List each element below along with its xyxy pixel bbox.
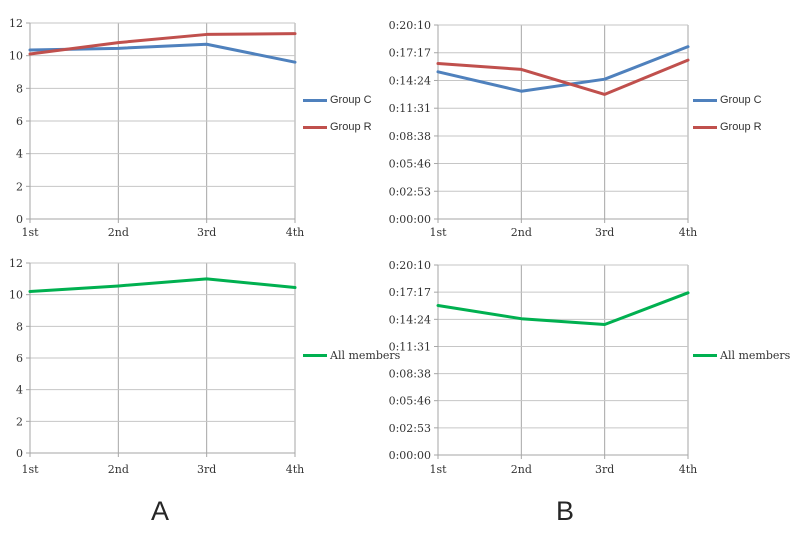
- y-tick-label: 2: [16, 415, 23, 428]
- y-tick-label: 6: [16, 115, 23, 128]
- chart-panel-b-all: 0:00:00 0:02:53 0:05:46 0:08:38 0:11:31 0:14:…: [389, 259, 698, 476]
- y-tick-label: 6: [16, 352, 23, 365]
- x-tick-label: 3rd: [595, 463, 614, 476]
- chart-panel-a-all: 0 2 4 6 8 10 12 1st 2nd 3rd 4th: [9, 257, 304, 476]
- x-tick-label: 4th: [286, 226, 305, 239]
- y-tick-label: 0:20:10: [389, 259, 431, 272]
- legend-line-marker: [303, 98, 327, 102]
- y-tick-label: 0:17:17: [389, 47, 431, 60]
- x-tick-label: 2nd: [108, 463, 129, 476]
- y-tick-label: 0: [16, 213, 23, 226]
- series-line-group-c: [436, 45, 690, 93]
- legend-label: Group C: [330, 94, 372, 106]
- legend-label: All members: [330, 348, 401, 362]
- legend-label: All members: [720, 348, 791, 362]
- y-tick-label: 0:11:31: [389, 102, 431, 115]
- chart-panel-a-groups: 0 2 4 6 8 10 12 1st 2nd 3rd 4th: [9, 17, 304, 239]
- y-tick-label: 8: [16, 320, 23, 333]
- legend-item-group-r: Group R: [303, 120, 372, 134]
- x-tick-label: 2nd: [511, 226, 532, 239]
- y-tick-label: 0: [16, 447, 23, 460]
- y-tick-label: 0:00:00: [389, 449, 431, 462]
- y-tick-label: 0:00:00: [389, 213, 431, 226]
- y-tick-label: 4: [16, 148, 23, 161]
- legend-top-left: Group C Group R: [303, 93, 372, 147]
- y-tick-label: 4: [16, 384, 23, 397]
- x-tick-label: 3rd: [595, 226, 614, 239]
- series-line-all-members: [28, 277, 297, 293]
- y-tick-label: 0:17:17: [389, 286, 431, 299]
- y-tick-label: 2: [16, 180, 23, 193]
- legend-line-marker: [303, 125, 327, 129]
- chart-panel-b-groups: 0:00:00 0:02:53 0:05:46 0:08:38 0:11:31 0:14:…: [389, 19, 698, 239]
- legend-item-all-members: All members: [693, 348, 790, 362]
- panel-label-b: B: [555, 496, 574, 526]
- series-line-group-r: [28, 32, 297, 56]
- y-tick-label: 0:05:46: [389, 158, 431, 171]
- legend-bottom-left: All members: [303, 348, 400, 375]
- x-tick-label: 3rd: [197, 226, 216, 239]
- x-tick-label: 4th: [679, 463, 698, 476]
- legend-item-group-c: Group C: [693, 93, 762, 107]
- legend-label: Group R: [720, 121, 762, 133]
- legend-label: Group R: [330, 121, 372, 133]
- y-tick-label: 0:05:46: [389, 395, 431, 408]
- legend-bottom-right: All members: [693, 348, 790, 375]
- y-tick-label: 0:08:38: [389, 368, 431, 381]
- series-line-group-c: [28, 42, 297, 64]
- legend-label: Group C: [720, 94, 762, 106]
- x-tick-label: 4th: [286, 463, 305, 476]
- legend-item-group-c: Group C: [303, 93, 372, 107]
- y-tick-label: 0:02:53: [389, 422, 431, 435]
- legend-item-group-r: Group R: [693, 120, 762, 134]
- y-tick-label: 0:02:53: [389, 185, 431, 198]
- y-tick-label: 12: [9, 257, 23, 270]
- legend-line-marker: [693, 98, 717, 102]
- y-tick-label: 10: [9, 50, 23, 63]
- y-tick-label: 0:20:10: [389, 19, 431, 32]
- legend-top-right: Group C Group R: [693, 93, 762, 147]
- x-tick-label: 1st: [21, 226, 39, 239]
- x-tick-label: 1st: [21, 463, 39, 476]
- y-tick-label: 8: [16, 82, 23, 95]
- x-tick-label: 2nd: [511, 463, 532, 476]
- legend-item-all-members: All members: [303, 348, 400, 362]
- y-tick-label: 0:14:24: [389, 313, 431, 326]
- series-line-all-members: [436, 291, 690, 327]
- legend-line-marker: [693, 125, 717, 129]
- panel-label-a: A: [150, 496, 169, 526]
- x-tick-label: 1st: [429, 463, 447, 476]
- y-tick-label: 12: [9, 17, 23, 30]
- x-tick-label: 1st: [429, 226, 447, 239]
- y-tick-label: 0:08:38: [389, 130, 431, 143]
- legend-line-marker: [693, 353, 717, 357]
- y-tick-label: 0:14:24: [389, 74, 431, 87]
- y-tick-label: 10: [9, 289, 23, 302]
- x-tick-label: 4th: [679, 226, 698, 239]
- x-tick-label: 2nd: [108, 226, 129, 239]
- x-tick-label: 3rd: [197, 463, 216, 476]
- legend-line-marker: [303, 353, 327, 357]
- series-line-group-r: [436, 58, 690, 96]
- y-tick-label: 0:11:31: [389, 340, 431, 353]
